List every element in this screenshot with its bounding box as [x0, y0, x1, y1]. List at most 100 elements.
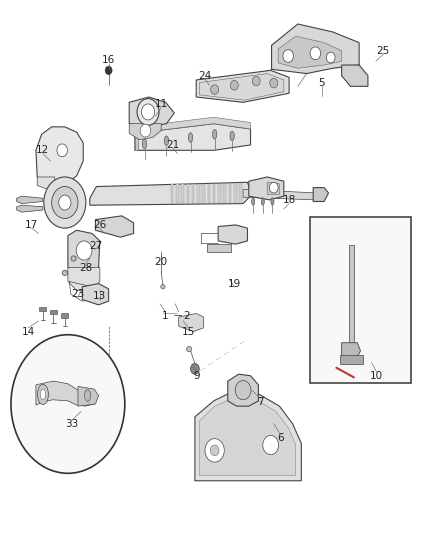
Ellipse shape	[271, 198, 274, 205]
Text: 16: 16	[102, 55, 115, 64]
Text: 27: 27	[89, 241, 102, 251]
Polygon shape	[61, 313, 68, 318]
Ellipse shape	[212, 130, 217, 139]
Polygon shape	[181, 184, 184, 203]
Polygon shape	[223, 184, 226, 203]
Polygon shape	[199, 74, 284, 100]
Text: 1: 1	[162, 311, 169, 320]
Polygon shape	[176, 184, 179, 203]
Polygon shape	[135, 117, 251, 133]
Polygon shape	[68, 268, 100, 290]
Polygon shape	[340, 355, 363, 364]
Text: 13: 13	[93, 291, 106, 301]
Ellipse shape	[85, 390, 91, 401]
Polygon shape	[82, 284, 109, 305]
Circle shape	[191, 364, 199, 374]
Polygon shape	[197, 184, 200, 203]
Polygon shape	[95, 216, 134, 237]
Bar	[310, 217, 411, 383]
Polygon shape	[68, 230, 100, 273]
Circle shape	[283, 50, 293, 62]
Text: 2: 2	[183, 311, 190, 320]
Circle shape	[326, 52, 335, 63]
Circle shape	[140, 124, 151, 137]
Text: 26: 26	[93, 220, 106, 230]
Circle shape	[44, 177, 86, 228]
Text: 18: 18	[283, 195, 296, 205]
Polygon shape	[187, 184, 189, 203]
Polygon shape	[218, 184, 221, 203]
Circle shape	[52, 187, 78, 219]
Polygon shape	[129, 97, 174, 127]
Polygon shape	[192, 184, 194, 203]
Polygon shape	[90, 182, 252, 205]
Polygon shape	[342, 343, 360, 357]
Polygon shape	[213, 184, 215, 203]
Circle shape	[57, 144, 67, 157]
Text: 25: 25	[377, 46, 390, 55]
Polygon shape	[50, 310, 57, 314]
Text: 28: 28	[79, 263, 92, 272]
Polygon shape	[229, 184, 231, 203]
Ellipse shape	[62, 270, 67, 276]
Polygon shape	[228, 374, 258, 406]
Circle shape	[59, 195, 71, 210]
Polygon shape	[179, 313, 204, 332]
Ellipse shape	[230, 131, 234, 141]
Polygon shape	[135, 133, 138, 150]
Text: 5: 5	[318, 78, 325, 87]
Text: 12: 12	[36, 146, 49, 155]
Polygon shape	[135, 124, 251, 150]
Polygon shape	[267, 182, 279, 195]
Text: 19: 19	[228, 279, 241, 288]
Polygon shape	[36, 127, 83, 185]
Polygon shape	[218, 225, 247, 244]
Polygon shape	[243, 189, 315, 200]
Polygon shape	[17, 196, 43, 204]
Circle shape	[235, 381, 251, 400]
Ellipse shape	[142, 139, 147, 149]
Circle shape	[137, 99, 159, 125]
Text: 20: 20	[155, 257, 168, 267]
Circle shape	[310, 47, 321, 60]
Text: 11: 11	[155, 99, 168, 109]
Polygon shape	[272, 24, 359, 74]
Circle shape	[205, 439, 224, 462]
Text: 21: 21	[166, 140, 180, 150]
Circle shape	[11, 335, 125, 473]
Ellipse shape	[161, 285, 165, 289]
Circle shape	[105, 66, 112, 75]
Text: 17: 17	[25, 220, 38, 230]
Polygon shape	[207, 244, 231, 252]
Polygon shape	[199, 397, 296, 475]
Circle shape	[252, 76, 260, 86]
Polygon shape	[196, 70, 289, 102]
Circle shape	[270, 78, 278, 88]
Polygon shape	[234, 184, 237, 203]
Polygon shape	[171, 184, 173, 203]
Ellipse shape	[187, 346, 192, 352]
Ellipse shape	[188, 133, 193, 142]
Polygon shape	[36, 381, 94, 406]
Ellipse shape	[40, 389, 46, 400]
Text: 6: 6	[277, 433, 284, 443]
Text: —: —	[173, 311, 182, 320]
Polygon shape	[78, 386, 99, 406]
Polygon shape	[249, 177, 284, 200]
Text: 33: 33	[66, 419, 79, 429]
Text: 14: 14	[22, 327, 35, 336]
Circle shape	[141, 104, 155, 120]
Text: 15: 15	[182, 327, 195, 336]
Polygon shape	[129, 124, 161, 140]
Polygon shape	[313, 188, 328, 201]
Polygon shape	[342, 65, 368, 86]
Polygon shape	[278, 36, 342, 68]
Text: 7: 7	[257, 398, 264, 407]
Circle shape	[263, 435, 279, 455]
Polygon shape	[208, 184, 210, 203]
Circle shape	[210, 445, 219, 456]
Ellipse shape	[71, 256, 76, 261]
Circle shape	[211, 85, 219, 94]
Text: 10: 10	[370, 371, 383, 381]
Text: 24: 24	[198, 71, 212, 80]
